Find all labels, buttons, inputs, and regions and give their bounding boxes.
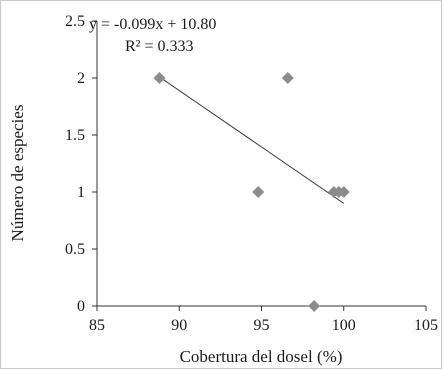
- y-tick-label: 0: [77, 298, 85, 315]
- y-axis-title: Número de especies: [8, 105, 27, 242]
- x-tick-label: 105: [414, 317, 438, 334]
- y-tick-label: 1.5: [65, 127, 85, 144]
- data-point: [308, 300, 321, 312]
- data-point: [337, 186, 350, 198]
- axes: 0 0.5 1 1.5 2 2.5 85 90 95 100 105: [65, 13, 438, 334]
- x-tick-label: 90: [171, 317, 187, 334]
- data-point: [281, 72, 294, 84]
- trendline-r2: R² = 0.333: [125, 38, 194, 55]
- x-tick-label: 100: [332, 317, 356, 334]
- trendline: [159, 76, 345, 204]
- data-point: [153, 72, 166, 84]
- x-axis-title: Cobertura del dosel (%): [180, 347, 343, 366]
- y-tick-label: 2: [77, 70, 85, 87]
- data-points: [153, 72, 350, 312]
- x-tick-label: 95: [254, 317, 270, 334]
- data-point: [252, 186, 265, 198]
- labels: y = -0.099x + 10.80 R² = 0.333 Cobertura…: [8, 16, 342, 366]
- y-tick-label: 1: [77, 184, 85, 201]
- trendline-group: [159, 76, 345, 204]
- trendline-equation: y = -0.099x + 10.80: [89, 16, 216, 33]
- y-tick-label: 2.5: [65, 13, 85, 30]
- x-tick-label: 85: [89, 317, 105, 334]
- y-tick-label: 0.5: [65, 241, 85, 258]
